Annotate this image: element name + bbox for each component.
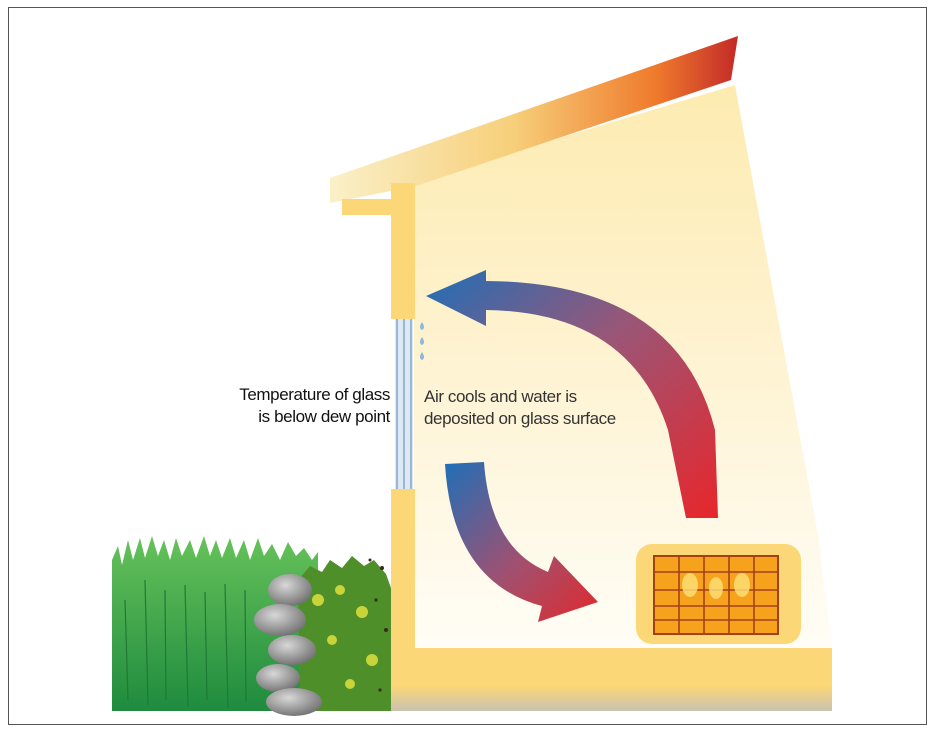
shrub-icon xyxy=(298,556,391,711)
glass-temperature-label: Temperature of glass is below dew point xyxy=(190,384,390,428)
roof-eave xyxy=(342,199,397,215)
upper-wall xyxy=(391,183,415,319)
air-cools-label: Air cools and water is deposited on glas… xyxy=(424,386,684,430)
heater-icon xyxy=(636,544,801,644)
rock-icon xyxy=(254,574,322,716)
interior-glow xyxy=(414,85,832,648)
air-falling-arrow xyxy=(445,462,598,622)
glass-label-line1: Temperature of glass xyxy=(239,385,390,404)
water-droplet-icon xyxy=(420,322,424,360)
air-rising-arrow xyxy=(426,270,718,518)
floor-slab xyxy=(391,648,832,711)
glass-label-line2: is below dew point xyxy=(258,407,390,426)
frame-border xyxy=(8,7,927,725)
air-label-line2: deposited on glass surface xyxy=(424,409,616,428)
air-label-line1: Air cools and water is xyxy=(424,387,577,406)
roof xyxy=(330,36,738,203)
glass-window xyxy=(395,319,413,489)
